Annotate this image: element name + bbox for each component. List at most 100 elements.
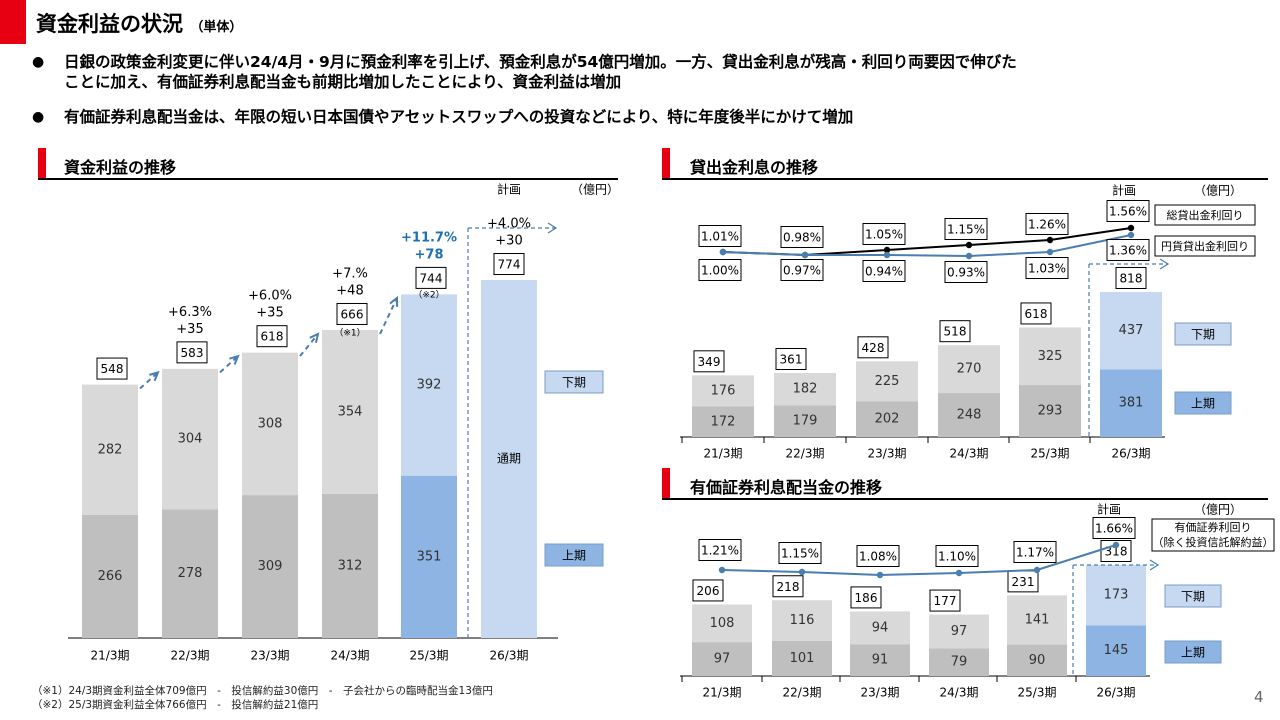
loan-total-4: 618 bbox=[1025, 307, 1048, 321]
sec-bar-upper-5 bbox=[1086, 565, 1146, 626]
left-bar-lower-4 bbox=[401, 475, 457, 638]
loan-bar-lower-1 bbox=[774, 405, 836, 437]
loan-rate-total-2: 1.05% bbox=[865, 228, 903, 242]
sec-total-2: 186 bbox=[855, 591, 878, 605]
sec-total-3: 177 bbox=[934, 594, 957, 608]
left-bar-upper-1 bbox=[162, 368, 218, 510]
left-growth-arrow-1 bbox=[139, 371, 159, 390]
loan-bar-lower-3 bbox=[938, 393, 1000, 437]
left-plan-divider-head bbox=[547, 222, 558, 234]
sec-bar-upper-label-0: 108 bbox=[710, 616, 735, 631]
bullet-2-line-1: 有価証券利息配当金は、年限の短い日本国債やアセットスワップへの投資などにより、特… bbox=[64, 108, 854, 126]
sec-legend-upper-swatch bbox=[1164, 584, 1222, 608]
loan-rate-total-5-box bbox=[1106, 200, 1150, 222]
loan-rate-total-2-box bbox=[862, 223, 906, 245]
loan-legend-lower-swatch bbox=[1174, 391, 1232, 415]
loan-line-0-point-4 bbox=[1046, 236, 1054, 244]
sec-xtick-1: 22/3期 bbox=[783, 686, 822, 700]
sec-line-point-3 bbox=[955, 569, 963, 577]
left-total-0: 548 bbox=[101, 362, 124, 376]
sec-bar-upper-0 bbox=[692, 604, 752, 643]
left-bar-lower-1 bbox=[162, 509, 218, 638]
left-growth-arrow-4-head bbox=[389, 295, 399, 307]
sec-bar-lower-label-3: 79 bbox=[951, 655, 968, 670]
loan-line-0-point-2 bbox=[883, 246, 891, 254]
section-securities-title: 有価証券利息配当金の推移 bbox=[690, 478, 883, 497]
sec-bar-lower-1 bbox=[772, 640, 832, 676]
loan-bar-upper-2 bbox=[856, 361, 918, 402]
left-growth-pct-1: +6.3% bbox=[168, 305, 212, 320]
sec-xtick-2: 23/3期 bbox=[861, 686, 900, 700]
left-total-4: 744 bbox=[420, 271, 443, 285]
sec-xtick-5: 26/3期 bbox=[1097, 686, 1136, 700]
loan-rate-total-1-box bbox=[780, 226, 824, 248]
page-title: 資金利益の状況 （単体） bbox=[36, 8, 242, 38]
sec-total-3-box bbox=[929, 589, 961, 612]
sec-bar-upper-3 bbox=[929, 614, 989, 649]
loan-bar-lower-label-2: 202 bbox=[875, 412, 900, 427]
left-total-1: 583 bbox=[181, 346, 204, 360]
left-total-2: 618 bbox=[261, 330, 284, 344]
left-growth-arrow-2-head bbox=[229, 354, 240, 365]
loan-rate-yen-5-box bbox=[1106, 239, 1150, 261]
left-xtick-3: 24/3期 bbox=[331, 649, 370, 663]
sec-line-point-2 bbox=[876, 571, 884, 579]
left-growth-abs-1: +35 bbox=[176, 322, 203, 337]
left-bar-lower-label-1: 278 bbox=[178, 566, 203, 581]
left-growth-arrow-3-head bbox=[309, 332, 320, 343]
sec-rate-0: 1.21% bbox=[701, 544, 739, 558]
loan-line-0-point-3 bbox=[965, 241, 973, 249]
sec-xtick-0: 21/3期 bbox=[703, 686, 742, 700]
sec-legend-line-1: 有価証券利回り bbox=[1175, 520, 1252, 534]
sec-bar-lower-label-0: 97 bbox=[714, 652, 731, 667]
sec-total-1: 218 bbox=[777, 580, 800, 594]
sec-total-5-box bbox=[1100, 540, 1132, 562]
section-left-accent bbox=[38, 148, 46, 178]
loan-total-5-box bbox=[1115, 267, 1147, 289]
loan-bar-lower-label-0: 172 bbox=[711, 414, 736, 429]
left-xtick-2: 23/3期 bbox=[251, 649, 290, 663]
loan-total-2: 428 bbox=[862, 341, 885, 355]
left-growth-pct-5: +4.0% bbox=[487, 217, 531, 232]
loan-bar-lower-4 bbox=[1019, 385, 1081, 437]
sec-xtick-4: 25/3期 bbox=[1018, 686, 1057, 700]
loan-line-1 bbox=[722, 234, 1132, 258]
left-bar-lower-0 bbox=[82, 514, 138, 638]
left-bar-lower-label-4: 351 bbox=[417, 549, 442, 564]
loan-rate-yen-2: 0.94% bbox=[865, 265, 903, 279]
left-growth-pct-2: +6.0% bbox=[248, 289, 292, 304]
left-bar-lower-2 bbox=[242, 495, 298, 638]
loan-bar-upper-label-4: 325 bbox=[1038, 349, 1063, 364]
section-left-title: 資金利益の推移 bbox=[64, 158, 177, 177]
sec-bar-lower-label-1: 101 bbox=[790, 651, 815, 666]
sec-rate-5-box bbox=[1092, 517, 1136, 539]
left-bar-fullyear-5 bbox=[481, 280, 537, 638]
loan-total-4-box bbox=[1020, 302, 1052, 325]
loan-line-1-point-0 bbox=[719, 248, 727, 256]
left-growth-arrow-3 bbox=[299, 333, 319, 357]
left-growth-abs-2: +35 bbox=[256, 306, 283, 321]
sec-rate-2: 1.08% bbox=[859, 550, 897, 564]
loan-bar-upper-1 bbox=[774, 373, 836, 406]
loan-xtick-0: 21/3期 bbox=[704, 447, 743, 461]
left-total-3: 666 bbox=[341, 307, 364, 321]
loan-rate-yen-3-box bbox=[944, 261, 988, 283]
sec-bar-lower-3 bbox=[929, 648, 989, 676]
loan-unit: （億円） bbox=[1194, 184, 1242, 198]
loan-line-1-point-2 bbox=[883, 251, 891, 259]
sec-plan-label: 計画 bbox=[1097, 502, 1121, 517]
loan-plan-divider-head bbox=[1159, 258, 1170, 270]
title-accent-bar bbox=[0, 0, 26, 44]
left-bar-upper-label-2: 308 bbox=[258, 416, 283, 431]
sec-rate-2-box bbox=[856, 545, 900, 567]
sec-total-2-box bbox=[850, 586, 882, 609]
left-legend-upper: 下期 bbox=[562, 376, 586, 390]
loan-bar-upper-label-3: 270 bbox=[957, 362, 982, 377]
loan-bar-upper-0 bbox=[692, 375, 754, 407]
loan-legend-upper: 下期 bbox=[1191, 328, 1215, 342]
loan-rate-total-5: 1.56% bbox=[1109, 205, 1147, 219]
loan-bar-upper-4 bbox=[1019, 327, 1081, 386]
sec-bar-lower-label-5: 145 bbox=[1104, 643, 1129, 658]
left-bar-upper-label-4: 392 bbox=[417, 378, 442, 393]
